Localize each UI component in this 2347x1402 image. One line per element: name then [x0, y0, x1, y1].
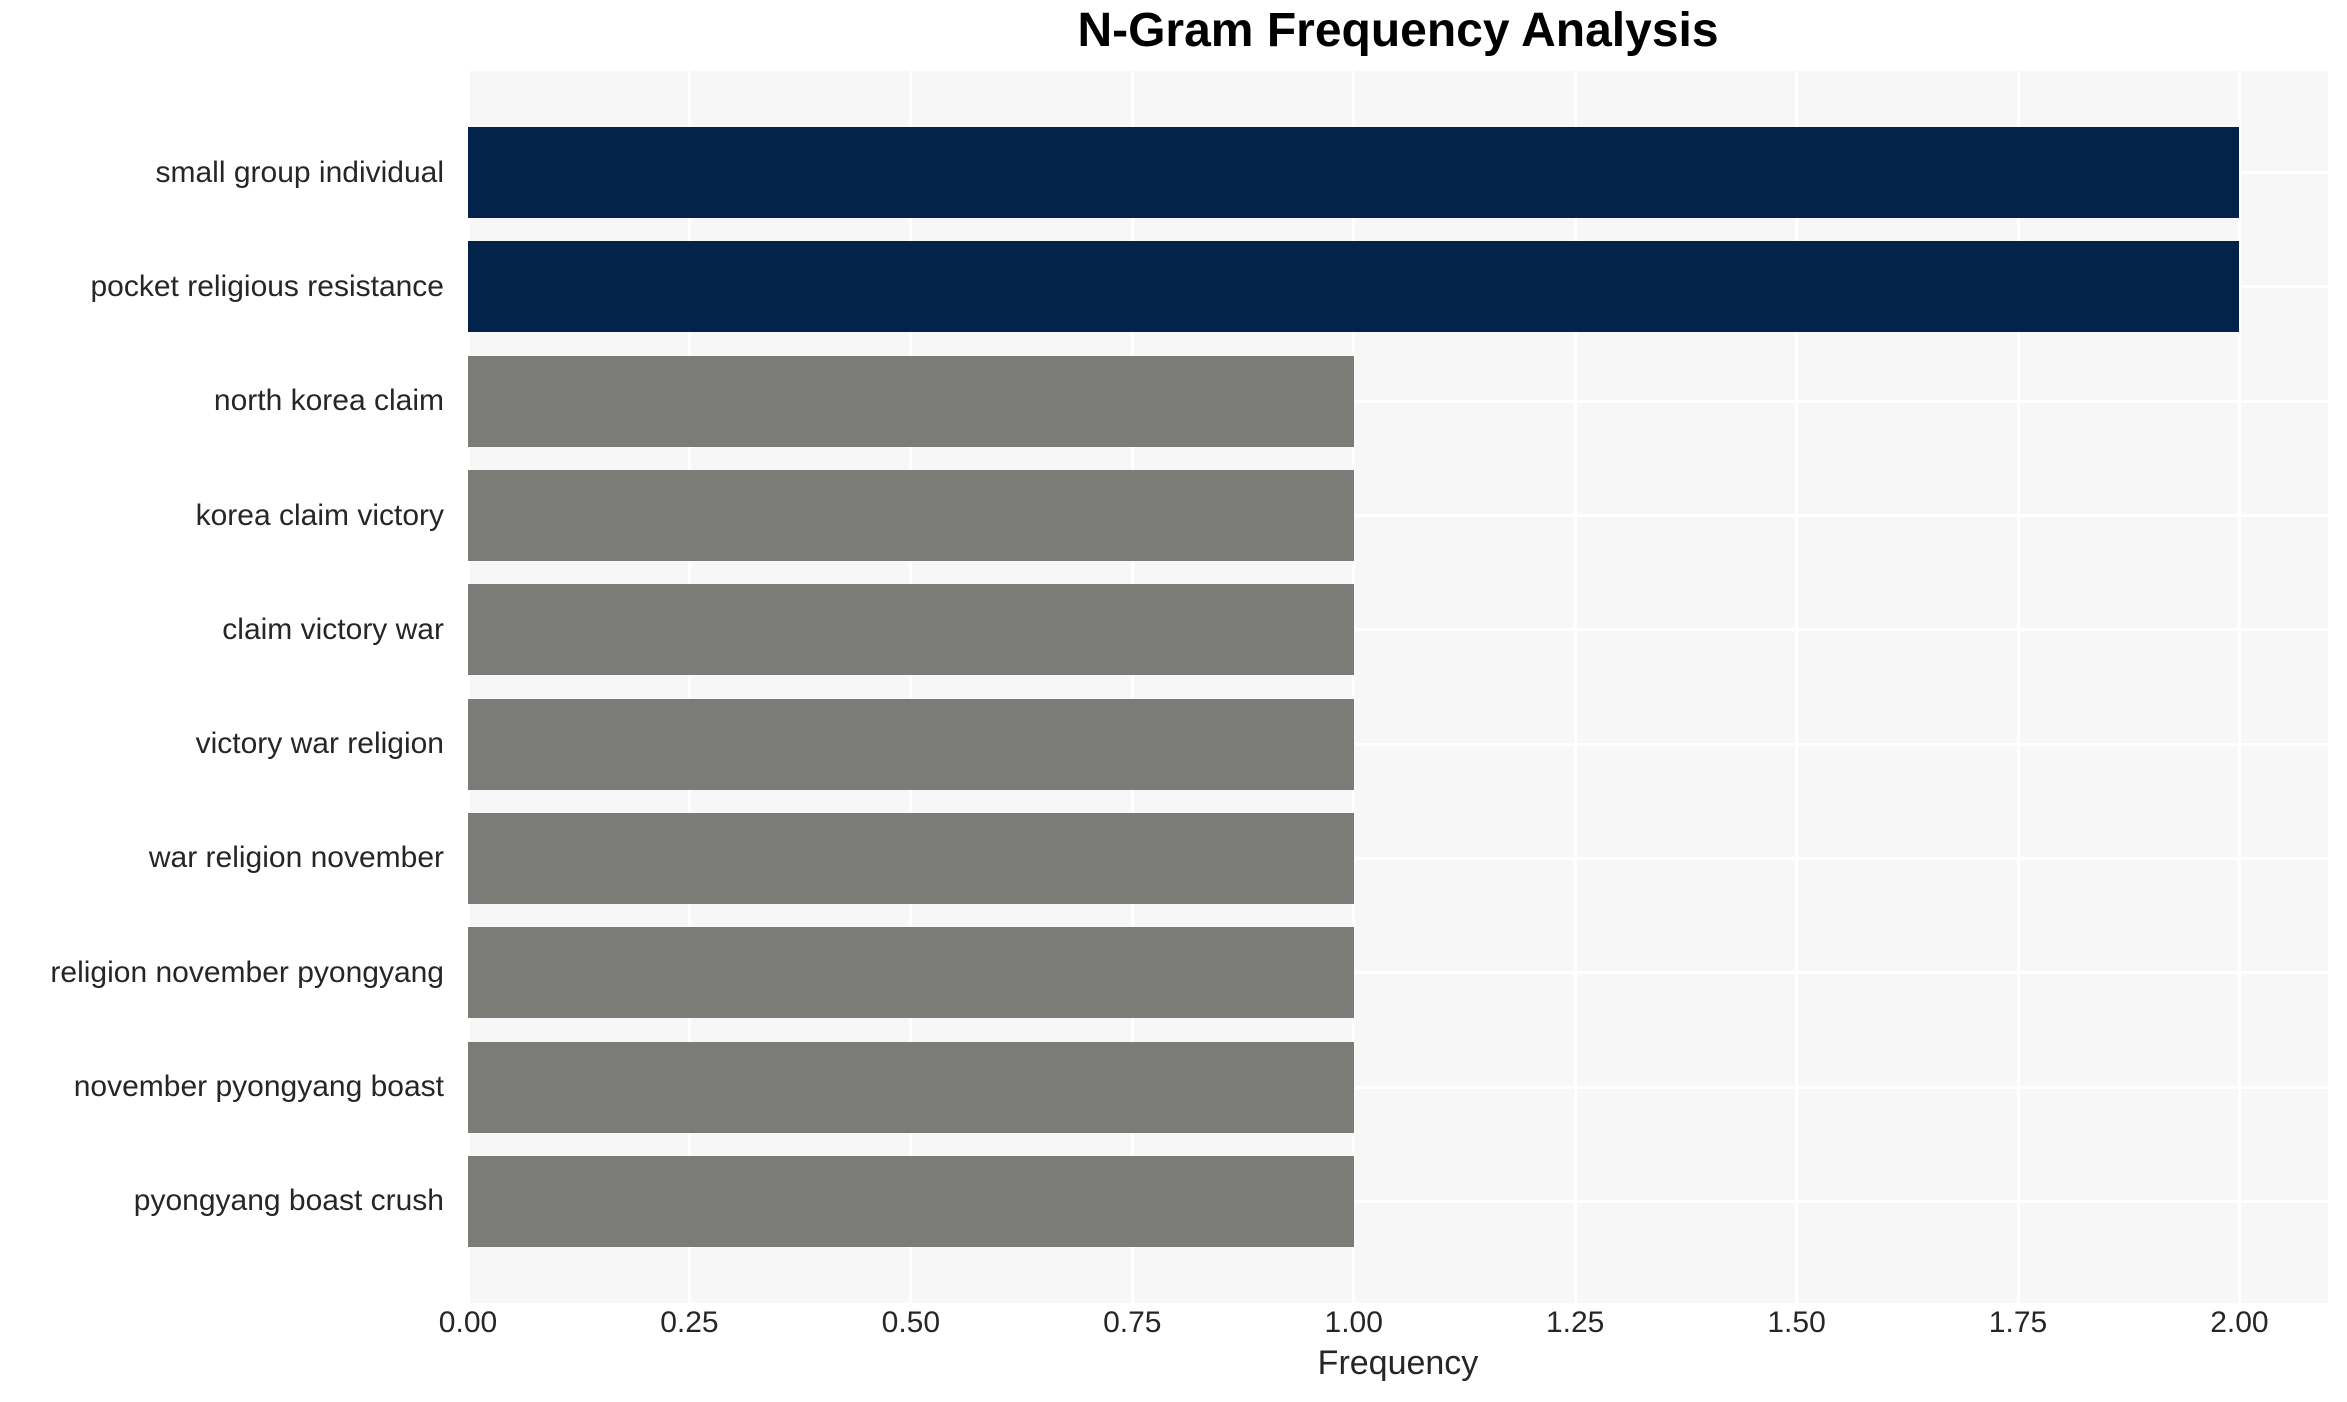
- bar-war-religion-november: [468, 812, 1354, 904]
- bar-pocket-religious-resistance: [468, 241, 2240, 333]
- y-tick-label: pyongyang boast crush: [133, 1184, 444, 1218]
- vertical-gridline: [1573, 71, 1577, 1303]
- x-tick-label: 2.00: [2210, 1306, 2269, 1339]
- horizontal-gridline: [468, 971, 2328, 975]
- bar-claim-victory-war: [468, 584, 1354, 676]
- vertical-gridline: [2237, 71, 2241, 1303]
- x-tick-label: 0.75: [1103, 1306, 1162, 1339]
- horizontal-gridline: [468, 628, 2328, 632]
- x-tick-label: 1.00: [1324, 1306, 1383, 1339]
- x-axis-label: Frequency: [1317, 1344, 1479, 1382]
- bar-small-group-individual: [468, 127, 2240, 219]
- y-tick-label: claim victory war: [222, 612, 444, 646]
- x-tick-label: 1.75: [1988, 1306, 2048, 1339]
- x-axis: 0.00 0.25 0.50 0.75 1.00 1.25 1.50 1.75 2.00: [439, 1306, 2328, 1346]
- horizontal-gridline: [468, 742, 2328, 746]
- horizontal-gridline: [468, 1085, 2328, 1089]
- x-tick-label: 1.25: [1545, 1306, 1605, 1339]
- bar-korea-claim-victory: [468, 470, 1354, 562]
- y-tick-label: korea claim victory: [195, 498, 444, 532]
- y-axis: small group individual pocket religious r…: [0, 71, 456, 1303]
- vertical-gridline: [909, 71, 913, 1303]
- horizontal-gridline: [468, 514, 2328, 518]
- bar-religion-november-pyongyang: [468, 927, 1354, 1019]
- bar-pyongyang-boast-crush: [468, 1155, 1354, 1247]
- y-tick-label: pocket religious resistance: [90, 269, 444, 303]
- x-tick-label: 0.50: [881, 1306, 941, 1339]
- vertical-gridline: [468, 71, 470, 1303]
- y-tick-label: war religion november: [148, 841, 444, 875]
- y-tick-label: november pyongyang boast: [73, 1070, 444, 1104]
- y-tick-label: north korea claim: [213, 384, 444, 418]
- y-tick-label: religion november pyongyang: [50, 955, 444, 989]
- y-tick-label: victory war religion: [195, 727, 444, 761]
- vertical-gridline: [1352, 71, 1356, 1303]
- horizontal-gridline: [468, 1199, 2328, 1203]
- horizontal-gridline: [468, 856, 2328, 860]
- horizontal-gridline: [468, 399, 2328, 403]
- vertical-gridline: [2016, 71, 2020, 1303]
- bar-victory-war-religion: [468, 698, 1354, 790]
- bar-november-pyongyang-boast: [468, 1041, 1354, 1133]
- x-tick-label: 0.25: [660, 1306, 719, 1339]
- chart-title: N-Gram Frequency Analysis: [1077, 4, 1719, 57]
- x-tick-label: 1.50: [1767, 1306, 1826, 1339]
- vertical-gridline: [687, 71, 691, 1303]
- bar-north-korea-claim: [468, 355, 1354, 447]
- vertical-gridline: [1795, 71, 1799, 1303]
- x-tick-label: 0.00: [438, 1306, 498, 1339]
- y-tick-label: small group individual: [155, 155, 445, 189]
- plot-area: [468, 71, 2328, 1303]
- vertical-gridline: [1130, 71, 1134, 1303]
